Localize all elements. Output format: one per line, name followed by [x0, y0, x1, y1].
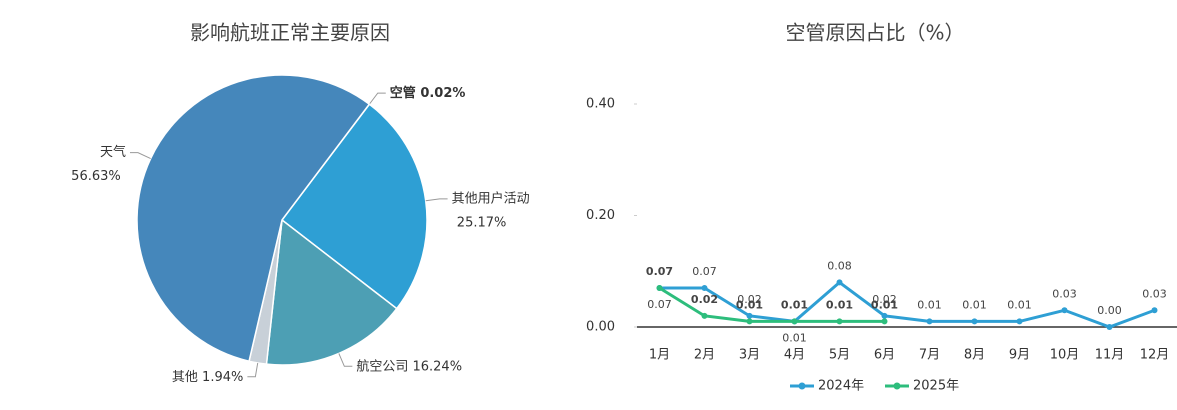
slice-name: 航空公司 — [356, 358, 408, 374]
label-line — [247, 362, 259, 378]
data-label: 0.01 — [826, 298, 853, 311]
data-label: 0.08 — [827, 259, 852, 272]
data-label: 0.03 — [1052, 287, 1077, 300]
slice-name: 空管 — [390, 85, 416, 101]
slice-label: 航空公司 16.24% — [356, 358, 462, 374]
data-point — [746, 312, 753, 319]
data-label: 0.01 — [962, 298, 987, 311]
slice-value: 56.63% — [71, 169, 121, 184]
data-point — [656, 284, 663, 291]
data-point — [881, 312, 888, 319]
pie-slice — [265, 218, 398, 366]
x-tick-label: 3月 — [739, 348, 760, 363]
data-point — [836, 318, 843, 325]
x-tick-label: 5月 — [829, 348, 850, 363]
slice-value: 0.02% — [420, 86, 465, 101]
slice-name: 其他 — [172, 369, 198, 384]
data-point — [1061, 307, 1068, 314]
x-tick-label: 11月 — [1095, 348, 1125, 363]
data-label: 0.07 — [647, 298, 672, 311]
x-tick-label: 8月 — [964, 348, 985, 363]
legend-dot — [893, 382, 901, 390]
data-label: 0.02 — [737, 293, 762, 306]
data-label: 0.07 — [646, 265, 673, 278]
data-point — [746, 318, 753, 325]
data-point — [971, 318, 978, 325]
x-tick-label: 12月 — [1140, 348, 1170, 363]
data-point — [1151, 307, 1158, 314]
data-label: 0.01 — [781, 298, 808, 311]
data-label: 0.01 — [736, 298, 763, 311]
series-line — [658, 286, 885, 323]
data-label: 0.01 — [782, 331, 807, 344]
x-tick-label: 10月 — [1050, 348, 1080, 363]
x-tick-label: 7月 — [919, 348, 940, 363]
line-title: 空管原因占比（%） — [785, 21, 964, 45]
data-point — [1106, 324, 1113, 330]
data-point — [701, 312, 708, 319]
pie-slice — [280, 103, 428, 310]
data-label: 0.01 — [871, 298, 898, 311]
x-tick-label: 6月 — [874, 348, 895, 363]
y-tick-label: 0.20 — [586, 208, 615, 223]
slice-name: 其他用户活动 — [452, 190, 530, 206]
data-label: 0.01 — [917, 298, 942, 311]
y-tick-label: 0.40 — [586, 97, 615, 112]
slice-label: 空管 0.02% — [390, 85, 466, 101]
slice-value: 25.17% — [457, 215, 507, 230]
data-label: 0.02 — [691, 293, 718, 306]
label-line — [425, 198, 448, 202]
x-tick-label: 1月 — [649, 348, 670, 363]
legend-dot — [798, 382, 806, 390]
data-label: 0.01 — [1007, 298, 1032, 311]
data-point — [926, 318, 933, 325]
x-tick-label: 9月 — [1009, 348, 1030, 363]
label-line — [129, 152, 151, 160]
data-label: 0.07 — [692, 265, 717, 278]
data-label: 0.00 — [1097, 304, 1122, 317]
pie-title: 影响航班正常主要原因 — [190, 21, 390, 45]
x-tick-label: 2月 — [694, 348, 715, 363]
data-point — [881, 318, 888, 325]
data-point — [701, 284, 708, 291]
data-point — [791, 318, 798, 325]
y-tick-label: 0.00 — [586, 320, 615, 335]
label-line — [368, 92, 386, 105]
series-line — [659, 280, 1156, 329]
slice-value: 16.24% — [412, 359, 462, 374]
data-label: 0.03 — [1142, 287, 1167, 300]
x-tick-label: 4月 — [784, 348, 805, 363]
slice-label: 其他 1.94% — [172, 369, 243, 384]
data-label: 0.02 — [872, 293, 897, 306]
data-point — [836, 279, 843, 286]
legend-label: 2025年 — [913, 379, 959, 394]
slice-value: 1.94% — [202, 369, 243, 384]
slice-name: 天气 — [100, 144, 126, 160]
data-point — [1016, 318, 1023, 325]
label-line — [338, 353, 353, 367]
legend-label: 2024年 — [818, 379, 864, 394]
